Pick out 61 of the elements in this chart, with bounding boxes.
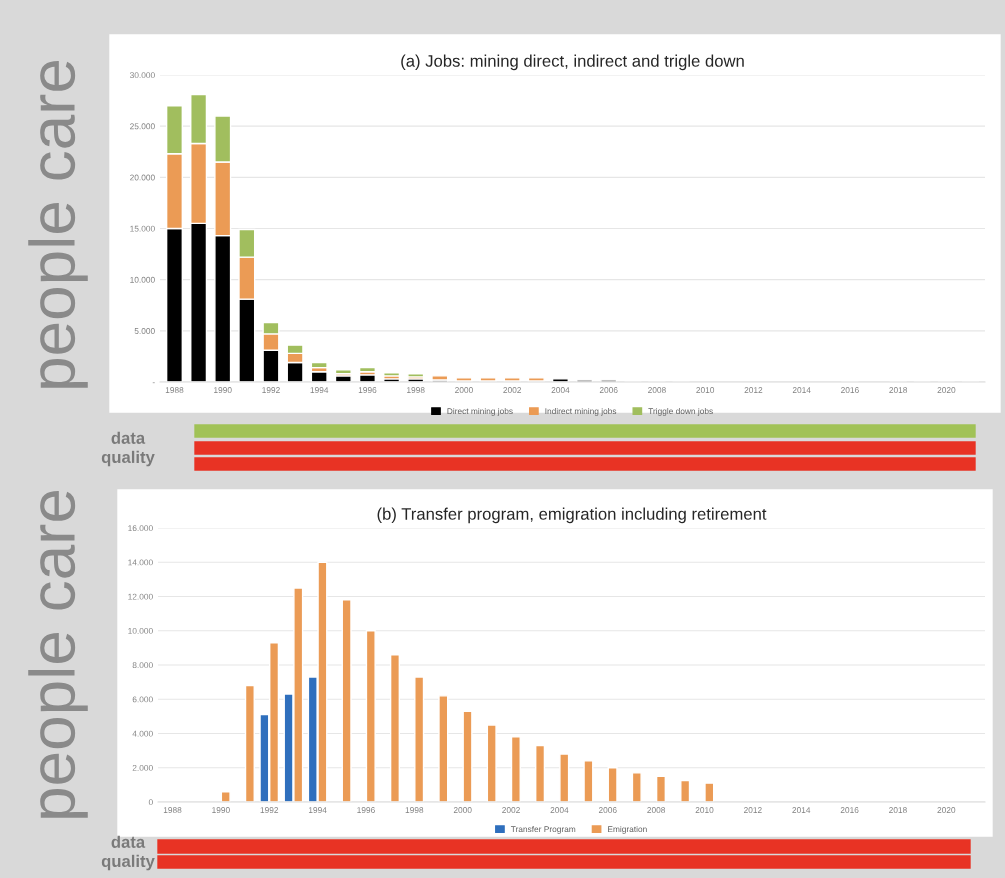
y-tick-label: 4.000	[132, 730, 153, 737]
x-tick-label: 2000	[455, 387, 473, 393]
x-tick-label: 2004	[551, 387, 570, 393]
x-tick-label: 1992	[262, 387, 280, 393]
x-tick-label: 2020	[937, 387, 956, 393]
x-tick-label: 2018	[889, 807, 907, 813]
x-tick-label: 2006	[598, 807, 617, 813]
y-tick-label: 2.000	[132, 764, 153, 771]
x-tick-label: 2010	[695, 807, 714, 813]
x-tick-label: 2020	[937, 807, 956, 813]
legend-label: Indirect mining jobs	[545, 407, 617, 416]
text: data quality	[101, 835, 155, 871]
x-tick-label: 2000	[453, 807, 472, 813]
x-tick-label: 2016	[840, 807, 859, 813]
x-tick-label: 2016	[841, 387, 859, 393]
x-tick-label: 1990	[214, 387, 232, 393]
x-tick-label: 1994	[308, 807, 327, 813]
legend-label: Triggle down jobs	[648, 407, 713, 416]
x-tick-label: 1990	[212, 807, 230, 813]
x-tick-label: 2014	[792, 807, 811, 813]
y-tick-label: 8.000	[132, 662, 153, 669]
x-tick-label: 2008	[648, 387, 666, 393]
x-tick-label: 2002	[503, 387, 522, 393]
y-tick-label: 6.000	[132, 696, 153, 703]
text: people care	[28, 60, 88, 388]
y-tick-label: 0	[148, 799, 153, 806]
y-tick-label: 12.000	[128, 593, 153, 600]
text: people care	[28, 490, 88, 818]
x-tick-label: 2004	[550, 807, 569, 813]
x-tick-label: 1998	[407, 387, 425, 393]
x-tick-label: 2006	[599, 387, 618, 393]
x-tick-label: 1992	[260, 807, 279, 813]
x-tick-label: 1998	[405, 807, 424, 813]
y-tick-label: 25.000	[130, 123, 155, 130]
legend-label: Transfer Program	[510, 825, 576, 834]
text: data quality	[101, 431, 155, 467]
y-tick-label: 10.000	[128, 627, 153, 634]
y-tick-label: 30.000	[129, 72, 155, 79]
y-tick-label: 10.000	[130, 276, 155, 283]
x-tick-label: 1988	[163, 807, 182, 813]
x-tick-label: 2008	[647, 807, 666, 813]
x-tick-label: 2012	[744, 387, 763, 393]
x-tick-label: 1988	[165, 387, 184, 393]
chart-title: (b) Transfer program, emigration including retirement	[377, 507, 767, 524]
y-tick-label: 14.000	[128, 559, 153, 566]
x-tick-label: 2018	[889, 387, 908, 393]
legend-label: Emigration	[608, 825, 647, 834]
legend-label: Direct mining jobs	[447, 407, 513, 416]
y-tick-label: 20.000	[130, 174, 155, 181]
y-tick-label: 15.000	[130, 225, 155, 232]
x-tick-label: 1996	[357, 807, 375, 813]
y-tick-label: -	[152, 382, 155, 384]
x-tick-label: 1996	[358, 387, 377, 393]
x-tick-label: 2012	[744, 807, 762, 813]
chart-title: (a) Jobs: mining direct, indirect and trigle down	[401, 54, 744, 71]
y-tick-label: 16.000	[128, 525, 153, 532]
y-tick-label: 5.000	[134, 328, 155, 334]
x-tick-label: 1994	[310, 387, 329, 393]
x-tick-label: 2014	[792, 387, 811, 393]
x-tick-label: 2002	[502, 807, 520, 813]
x-tick-label: 2010	[696, 387, 715, 393]
